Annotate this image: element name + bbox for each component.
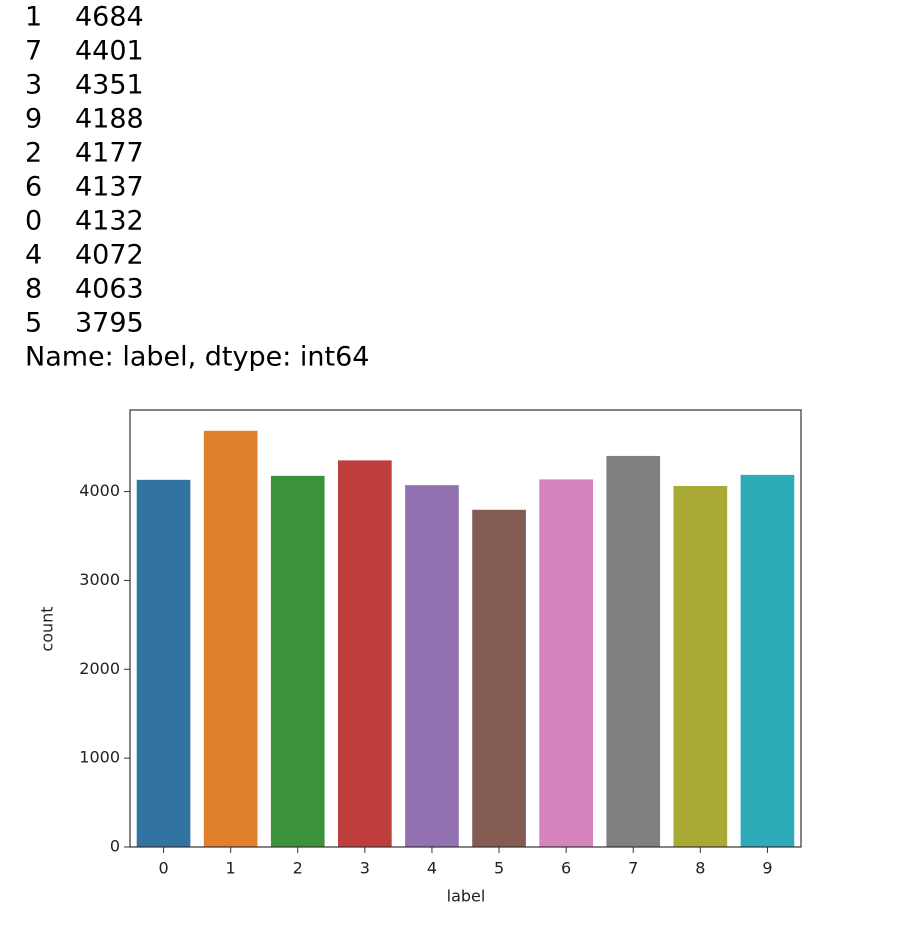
y-tick-label: 0 <box>110 837 120 856</box>
bar <box>338 460 392 847</box>
x-tick-label: 0 <box>158 859 168 878</box>
output-index: 6 <box>25 172 42 203</box>
x-tick-label: 7 <box>628 859 638 878</box>
output-count: 4188 <box>75 104 144 135</box>
y-tick-label: 1000 <box>79 748 120 767</box>
bar <box>472 509 526 847</box>
output-index: 8 <box>25 274 42 305</box>
output-index: 3 <box>25 70 42 101</box>
output-index: 4 <box>25 240 42 271</box>
output-count: 3795 <box>75 308 144 339</box>
x-tick-label: 6 <box>561 859 571 878</box>
y-tick-label: 4000 <box>79 481 120 500</box>
output-count: 4684 <box>75 2 144 33</box>
x-tick-label: 3 <box>360 859 370 878</box>
output-index: 0 <box>25 206 42 237</box>
x-tick-label: 2 <box>293 859 303 878</box>
x-tick-label: 4 <box>427 859 437 878</box>
value-counts-output: 1 4684 7 4401 3 4351 9 4188 2 4177 6 4137 0 4132 4 4072… <box>25 2 144 339</box>
output-count: 4137 <box>75 172 144 203</box>
bar <box>740 474 795 847</box>
output-count: 4072 <box>75 240 144 271</box>
output-count: 4132 <box>75 206 144 237</box>
output-footer: Name: label, dtype: int64 <box>25 342 370 373</box>
output-index: 9 <box>25 104 42 135</box>
output-index: 5 <box>25 308 42 339</box>
plot-frame <box>129 409 802 848</box>
output-index: 7 <box>25 36 42 67</box>
output-count: 4351 <box>75 70 144 101</box>
y-tick-label: 3000 <box>79 570 120 589</box>
bar <box>203 430 258 847</box>
bar <box>136 479 191 847</box>
bar <box>270 475 325 847</box>
y-axis-label: count <box>38 606 57 651</box>
bar <box>673 485 728 847</box>
x-tick-label: 1 <box>226 859 236 878</box>
chart: 0 1000 2000 3000 4000 0 1 2 3 4 5 6 7 8 9 <box>79 409 802 878</box>
bar <box>606 455 661 847</box>
bar <box>405 485 459 847</box>
output-count: 4177 <box>75 138 144 169</box>
output-index: 1 <box>25 2 42 33</box>
output-count: 4063 <box>75 274 144 305</box>
x-axis-label: label <box>447 887 486 906</box>
output-count: 4401 <box>75 36 144 67</box>
bar <box>539 479 593 847</box>
x-tick-label: 5 <box>494 859 504 878</box>
output-index: 2 <box>25 138 42 169</box>
x-tick-label: 9 <box>762 859 772 878</box>
x-tick-label: 8 <box>695 859 705 878</box>
y-tick-label: 2000 <box>79 659 120 678</box>
